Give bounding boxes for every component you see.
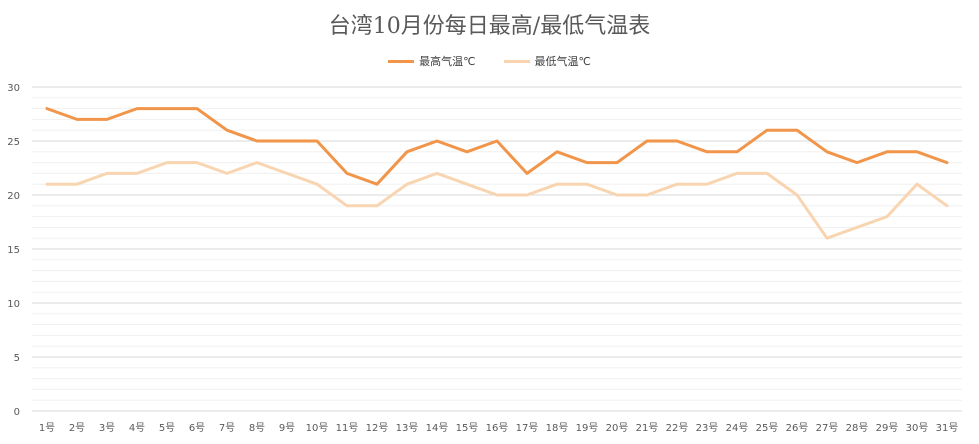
legend: 最高气温℃ 最低气温℃ <box>0 53 979 69</box>
x-tick-label: 16号 <box>486 422 509 434</box>
x-tick-label: 14号 <box>426 422 449 434</box>
y-tick-label: 10 <box>7 299 20 310</box>
x-tick-label: 18号 <box>546 422 569 434</box>
x-tick-label: 9号 <box>279 422 295 434</box>
x-tick-label: 17号 <box>516 422 539 434</box>
x-tick-label: 6号 <box>189 422 205 434</box>
y-tick-label: 30 <box>7 83 20 94</box>
x-tick-label: 30号 <box>906 422 929 434</box>
legend-swatch-high <box>388 59 415 63</box>
x-tick-label: 21号 <box>636 422 659 434</box>
x-tick-label: 28号 <box>846 422 869 434</box>
x-tick-label: 26号 <box>786 422 809 434</box>
legend-label-low: 最低气温℃ <box>534 55 591 68</box>
legend-swatch-low <box>503 59 530 63</box>
x-tick-label: 20号 <box>606 422 629 434</box>
series-line-low <box>45 161 949 240</box>
x-tick-label: 8号 <box>249 422 265 434</box>
legend-label-high: 最高气温℃ <box>419 55 476 68</box>
x-tick-label: 29号 <box>876 422 899 434</box>
x-tick-label: 19号 <box>576 422 599 434</box>
x-tick-label: 5号 <box>159 422 175 434</box>
x-tick-label: 2号 <box>69 422 85 434</box>
y-tick-label: 0 <box>14 407 20 418</box>
y-tick-label: 20 <box>7 191 20 202</box>
x-tick-label: 25号 <box>756 422 779 434</box>
y-tick-label: 25 <box>7 137 20 148</box>
x-tick-label: 12号 <box>366 422 389 434</box>
y-tick-label: 5 <box>14 353 20 364</box>
y-tick-label: 15 <box>7 245 20 256</box>
x-tick-label: 4号 <box>129 422 145 434</box>
x-tick-label: 23号 <box>696 422 719 434</box>
x-tick-label: 11号 <box>336 422 359 434</box>
x-tick-label: 10号 <box>306 422 329 434</box>
x-tick-label: 22号 <box>666 422 689 434</box>
x-tick-label: 1号 <box>39 422 55 434</box>
legend-item-high: 最高气温℃ <box>388 53 476 69</box>
legend-item-low: 最低气温℃ <box>503 53 591 69</box>
series-line-high <box>45 107 949 186</box>
x-tick-label: 27号 <box>816 422 839 434</box>
chart-title: 台湾10月份每日最高/最低气温表 <box>328 14 651 39</box>
x-tick-label: 15号 <box>456 422 479 434</box>
x-tick-label: 7号 <box>219 422 235 434</box>
x-tick-label: 24号 <box>726 422 749 434</box>
x-tick-label: 31号 <box>936 422 959 434</box>
x-tick-label: 13号 <box>396 422 419 434</box>
x-tick-label: 3号 <box>99 422 115 434</box>
